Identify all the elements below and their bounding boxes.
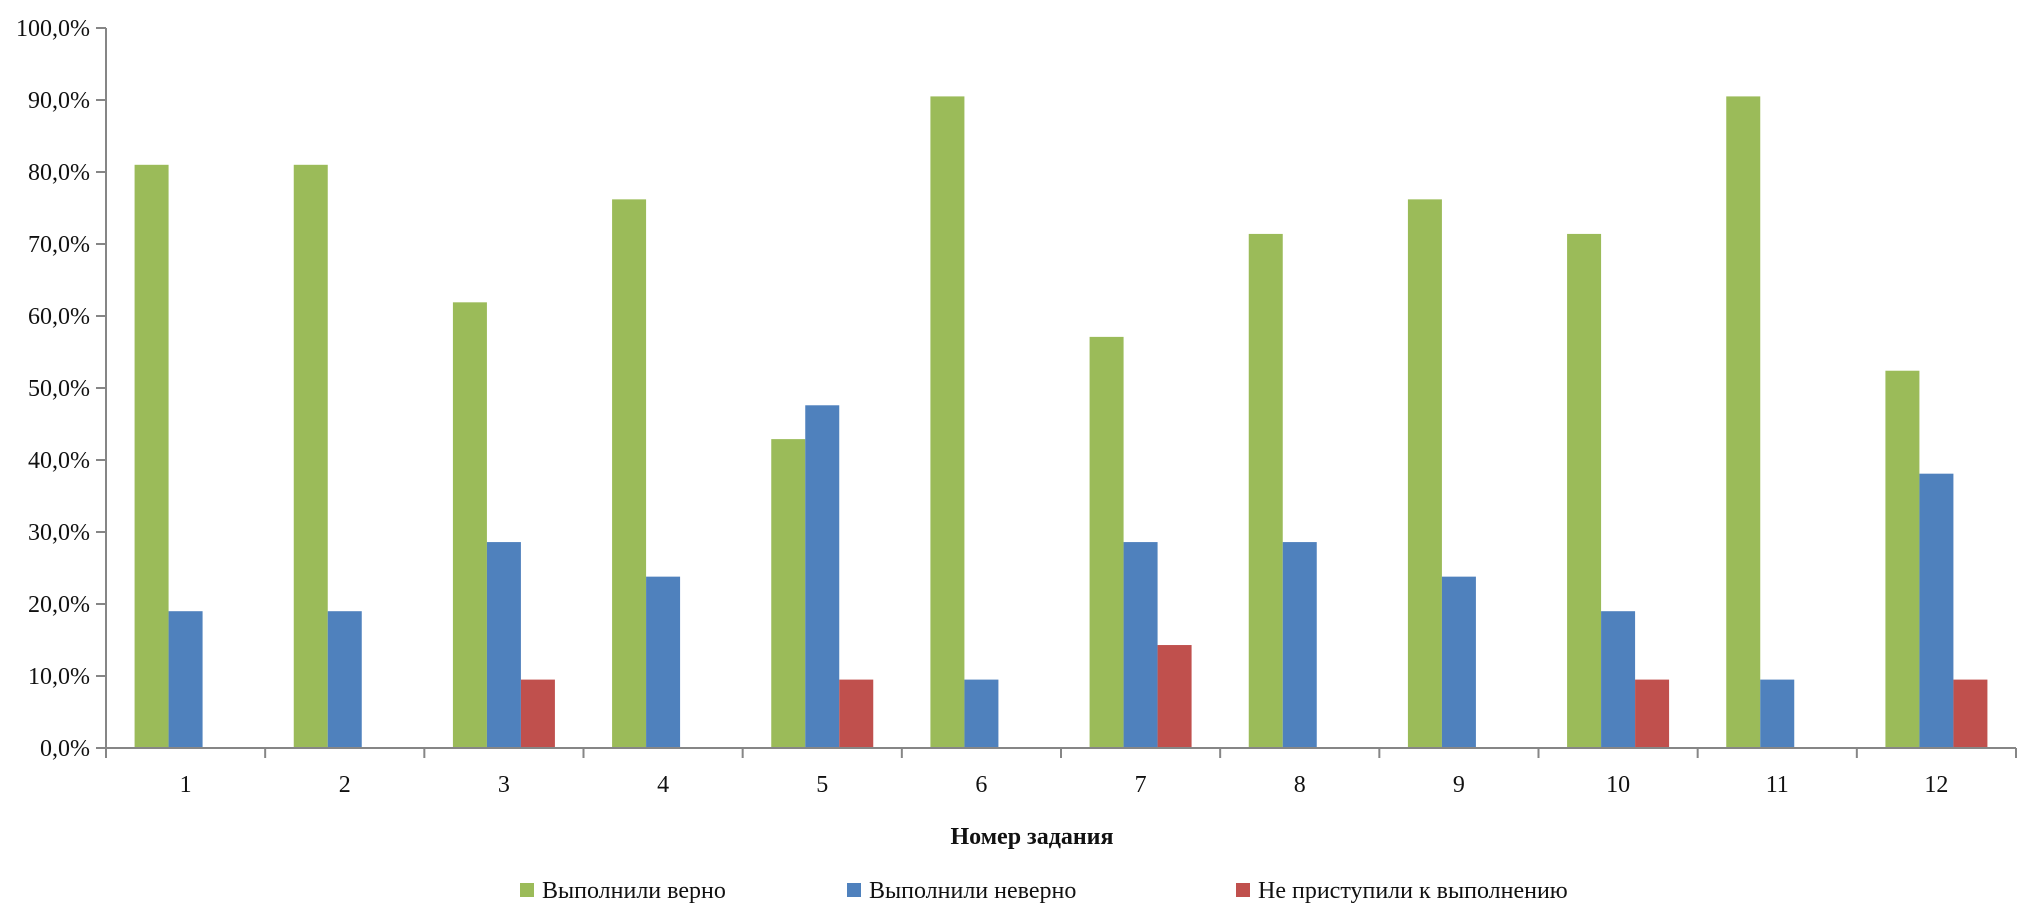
y-tick-label: 10,0% [28, 664, 90, 690]
x-axis: 1 2 3 4 5 6 7 8 9 10 11 12 [105, 747, 2017, 798]
bar [771, 439, 806, 748]
x-tick-label: 7 [1135, 772, 1147, 798]
bar [839, 679, 874, 748]
x-tick-label: 8 [1294, 772, 1306, 798]
bar [805, 405, 840, 748]
x-tick-label: 1 [180, 772, 192, 798]
bar [168, 611, 203, 748]
x-tick-label: 12 [1924, 772, 1948, 798]
legend-label: Выполнили верно [542, 878, 726, 904]
bar [520, 679, 555, 748]
bar [930, 96, 965, 748]
bar [1953, 679, 1988, 748]
y-tick-label: 80,0% [28, 160, 90, 186]
y-axis: 0,0% 10,0% 20,0% 30,0% 40,0% 50,0% 60,0% 70,0% 8… [16, 16, 107, 762]
bar [1635, 679, 1670, 748]
bar [1123, 542, 1158, 748]
legend-label: Выполнили неверно [869, 878, 1076, 904]
x-tick-label: 2 [339, 772, 351, 798]
bar [646, 576, 681, 748]
bar [293, 164, 328, 749]
legend-swatch [847, 883, 861, 897]
bar [1726, 96, 1761, 748]
bar [1919, 473, 1954, 748]
y-tick-label: 90,0% [28, 88, 90, 114]
y-tick-label: 100,0% [16, 16, 90, 42]
bar [1885, 370, 1920, 748]
bar [1441, 576, 1476, 748]
y-tick-label: 40,0% [28, 448, 90, 474]
x-tick-label: 9 [1453, 772, 1465, 798]
bar [1601, 611, 1636, 748]
x-tick-label: 10 [1606, 772, 1630, 798]
bar [452, 302, 487, 748]
bar [1282, 542, 1317, 748]
x-tick-label: 5 [816, 772, 828, 798]
bar [1567, 233, 1602, 749]
x-tick-label: 11 [1766, 772, 1789, 798]
bars [134, 96, 1988, 749]
bar [612, 199, 647, 749]
y-tick-label: 20,0% [28, 592, 90, 618]
x-tick-label: 6 [975, 772, 987, 798]
y-tick-label: 50,0% [28, 376, 90, 402]
y-tick-label: 70,0% [28, 232, 90, 258]
legend-label: Не приступили к выполнению [1258, 878, 1568, 904]
x-tick-label: 4 [657, 772, 669, 798]
bar [1089, 336, 1124, 748]
y-tick-label: 30,0% [28, 520, 90, 546]
bar [327, 611, 362, 748]
legend: Выполнили верно Выполнили неверно Не прист… [520, 878, 1568, 904]
y-tick-label: 60,0% [28, 304, 90, 330]
x-axis-label: Номер задания [951, 824, 1114, 850]
legend-swatch [1236, 883, 1250, 897]
bar [1157, 645, 1192, 748]
legend-swatch [520, 883, 534, 897]
x-tick-label: 3 [498, 772, 510, 798]
bar [1407, 199, 1442, 749]
bar [964, 679, 999, 748]
bar [486, 542, 521, 748]
y-tick-label: 0,0% [40, 736, 90, 762]
bar [1760, 679, 1795, 748]
bar [1248, 233, 1283, 749]
bar [134, 164, 169, 749]
